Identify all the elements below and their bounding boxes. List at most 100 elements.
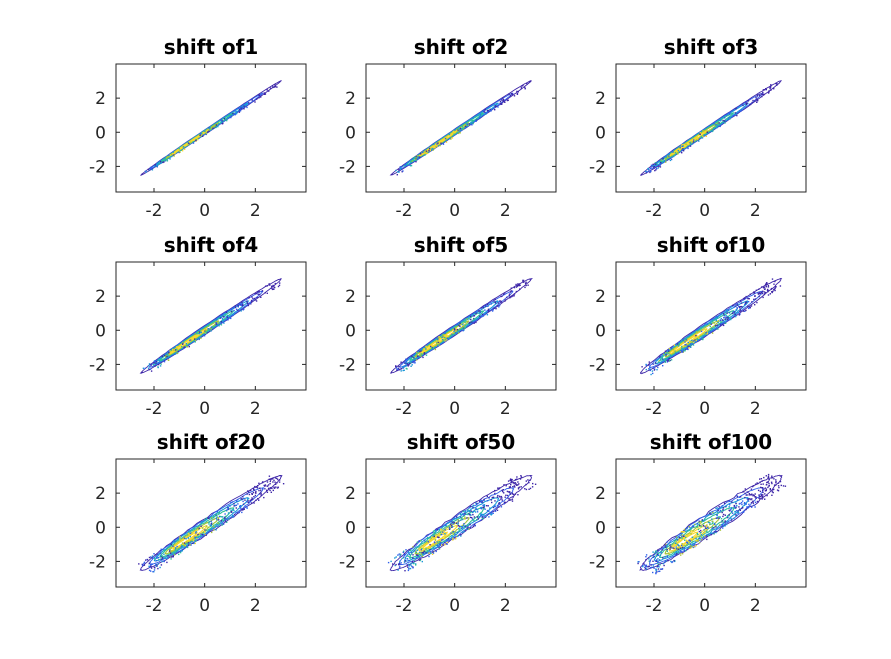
density-speckle <box>714 525 716 527</box>
density-speckle <box>645 564 648 566</box>
density-speckle <box>683 531 686 533</box>
density-speckle <box>227 319 229 321</box>
density-speckle <box>709 129 711 131</box>
density-speckle <box>409 165 412 167</box>
density-speckle <box>235 308 238 310</box>
density-speckle <box>703 134 705 136</box>
density-speckle <box>454 329 456 331</box>
density-speckle <box>252 498 254 500</box>
density-speckle <box>476 509 479 511</box>
density-speckle <box>517 494 519 496</box>
density-speckle <box>762 489 764 492</box>
density-speckle <box>461 127 463 129</box>
axes-box <box>365 458 557 588</box>
density-speckle <box>431 149 433 151</box>
density-speckle <box>510 290 512 292</box>
density-speckle <box>425 548 427 550</box>
density-speckle <box>486 509 489 512</box>
density-speckle <box>148 363 151 365</box>
density-speckle <box>734 310 737 312</box>
density-speckle <box>229 116 231 119</box>
density-speckle <box>768 478 770 481</box>
density-speckle <box>255 492 257 494</box>
density-speckle <box>150 556 152 558</box>
density-speckle <box>167 359 170 361</box>
density-speckle <box>667 552 669 554</box>
density-speckle <box>497 487 499 489</box>
density-speckle <box>449 524 452 526</box>
density-speckle <box>169 154 171 156</box>
density-speckle <box>518 283 521 285</box>
density-speckle <box>652 166 655 168</box>
density-speckle <box>480 506 483 509</box>
density-speckle <box>150 567 153 569</box>
panel-title: shift of10 <box>657 233 766 257</box>
density-speckle <box>395 365 397 367</box>
density-speckle <box>437 340 439 343</box>
density-speckle <box>444 541 446 544</box>
density-speckle <box>509 491 511 493</box>
density-speckle <box>207 517 209 519</box>
density-speckle <box>183 345 186 347</box>
density-speckle <box>197 334 199 336</box>
density-speckle <box>746 506 748 508</box>
density-speckle <box>660 159 662 161</box>
density-speckle <box>212 526 215 528</box>
density-speckle <box>267 487 270 490</box>
density-speckle <box>217 125 219 128</box>
density-speckle <box>227 507 229 509</box>
density-speckle <box>436 145 438 148</box>
density-speckle <box>705 529 707 531</box>
density-speckle <box>232 516 235 518</box>
density-speckle <box>173 553 176 556</box>
density-speckle <box>164 354 166 357</box>
density-speckle <box>210 520 212 522</box>
density-speckle <box>751 301 753 303</box>
density-speckle <box>655 569 657 571</box>
density-speckle <box>701 536 703 538</box>
density-speckle <box>721 323 724 326</box>
density-speckle <box>766 283 768 285</box>
panel-title: shift of4 <box>164 233 259 257</box>
density-speckle <box>483 505 485 508</box>
density-speckle <box>500 495 503 498</box>
density-speckle <box>765 88 767 90</box>
density-speckle <box>147 365 150 367</box>
density-speckle <box>234 306 237 309</box>
density-speckle <box>421 560 423 563</box>
density-speckle <box>743 503 746 505</box>
density-speckle <box>655 559 658 561</box>
density-speckle <box>685 539 688 542</box>
contour-level-5 <box>664 517 720 555</box>
density-speckle <box>234 110 236 112</box>
density-speckle <box>275 483 277 485</box>
density-speckle <box>455 332 457 334</box>
density-speckle <box>767 290 769 292</box>
density-speckle <box>236 500 238 502</box>
density-speckle <box>515 290 518 293</box>
density-speckle <box>473 516 476 518</box>
axes-box <box>115 63 307 193</box>
axes-box <box>615 63 807 193</box>
density-speckle <box>480 500 482 502</box>
density-speckle <box>237 503 239 505</box>
density-speckle <box>230 501 232 504</box>
density-speckle <box>745 309 747 312</box>
density-speckle <box>653 567 655 569</box>
density-speckle <box>520 87 522 89</box>
density-speckle <box>654 550 657 552</box>
density-speckle <box>438 536 441 538</box>
density-speckle <box>514 478 517 481</box>
y-tick-label: 0 <box>595 123 606 143</box>
density-speckle <box>492 506 495 509</box>
density-speckle <box>271 285 273 287</box>
density-speckle <box>666 541 669 543</box>
density-speckle <box>774 287 776 289</box>
density-speckle <box>745 295 747 298</box>
density-speckle <box>510 480 512 482</box>
density-speckle <box>675 544 678 547</box>
density-speckle <box>691 143 694 145</box>
density-speckle <box>657 361 660 363</box>
density-speckle <box>245 506 247 508</box>
x-tick-label: -2 <box>396 201 413 221</box>
